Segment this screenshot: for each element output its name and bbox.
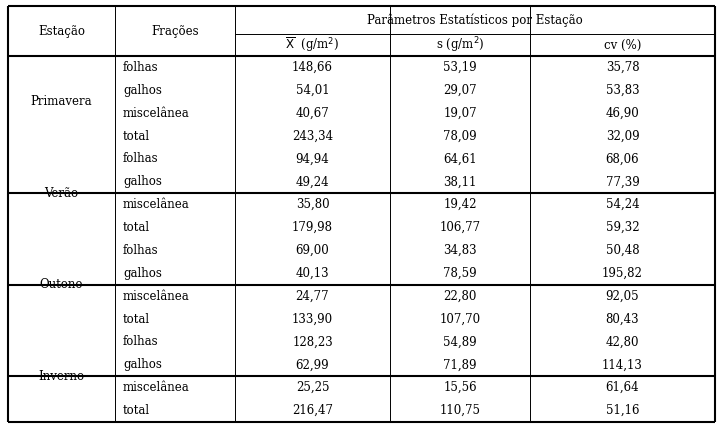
Text: folhas: folhas <box>123 244 158 257</box>
Text: 80,43: 80,43 <box>606 313 639 326</box>
Text: Inverno: Inverno <box>38 370 85 383</box>
Text: galhos: galhos <box>123 267 162 280</box>
Text: 32,09: 32,09 <box>606 130 639 143</box>
Text: 71,89: 71,89 <box>443 358 476 372</box>
Text: miscelânea: miscelânea <box>123 107 189 120</box>
Text: $\overline{\rm X}$  (g/m$^2$): $\overline{\rm X}$ (g/m$^2$) <box>286 35 340 54</box>
Text: Primavera: Primavera <box>30 95 93 108</box>
Text: 54,01: 54,01 <box>296 84 329 97</box>
Text: 35,78: 35,78 <box>606 61 639 74</box>
Text: 69,00: 69,00 <box>296 244 330 257</box>
Text: galhos: galhos <box>123 358 162 372</box>
Text: 54,89: 54,89 <box>443 335 476 349</box>
Text: folhas: folhas <box>123 152 158 165</box>
Text: Parâmetros Estatísticos por Estação: Parâmetros Estatísticos por Estação <box>367 13 583 27</box>
Text: galhos: galhos <box>123 175 162 188</box>
Text: Outono: Outono <box>40 278 83 291</box>
Text: Verão: Verão <box>44 187 79 200</box>
Text: 133,90: 133,90 <box>292 313 333 326</box>
Text: 53,19: 53,19 <box>443 61 476 74</box>
Text: 107,70: 107,70 <box>440 313 481 326</box>
Text: cv (%): cv (%) <box>604 38 641 51</box>
Text: 61,64: 61,64 <box>606 381 639 394</box>
Text: 51,16: 51,16 <box>606 404 639 417</box>
Text: 216,47: 216,47 <box>292 404 333 417</box>
Text: 35,80: 35,80 <box>296 198 329 211</box>
Text: 25,25: 25,25 <box>296 381 329 394</box>
Text: 78,09: 78,09 <box>443 130 476 143</box>
Text: 243,34: 243,34 <box>292 130 333 143</box>
Text: 68,06: 68,06 <box>606 152 639 165</box>
Text: 195,82: 195,82 <box>602 267 643 280</box>
Text: Estação: Estação <box>38 25 85 38</box>
Text: miscelânea: miscelânea <box>123 198 189 211</box>
Text: total: total <box>123 130 150 143</box>
Text: 94,94: 94,94 <box>296 152 330 165</box>
Text: 49,24: 49,24 <box>296 175 329 188</box>
Text: 53,83: 53,83 <box>606 84 639 97</box>
Text: 62,99: 62,99 <box>296 358 329 372</box>
Text: Frações: Frações <box>151 25 199 38</box>
Text: 15,56: 15,56 <box>443 381 476 394</box>
Text: 50,48: 50,48 <box>606 244 639 257</box>
Text: 24,77: 24,77 <box>296 290 329 303</box>
Text: total: total <box>123 313 150 326</box>
Text: 40,67: 40,67 <box>296 107 330 120</box>
Text: 92,05: 92,05 <box>606 290 639 303</box>
Text: 179,98: 179,98 <box>292 221 333 234</box>
Text: miscelânea: miscelânea <box>123 381 189 394</box>
Text: s (g/m$^2$): s (g/m$^2$) <box>436 35 484 55</box>
Text: 128,23: 128,23 <box>292 335 333 349</box>
Text: 19,07: 19,07 <box>443 107 476 120</box>
Text: 106,77: 106,77 <box>440 221 481 234</box>
Text: 110,75: 110,75 <box>440 404 481 417</box>
Text: miscelânea: miscelânea <box>123 290 189 303</box>
Text: total: total <box>123 221 150 234</box>
Text: total: total <box>123 404 150 417</box>
Text: 114,13: 114,13 <box>602 358 643 372</box>
Text: 77,39: 77,39 <box>606 175 639 188</box>
Text: 22,80: 22,80 <box>443 290 476 303</box>
Text: 54,24: 54,24 <box>606 198 639 211</box>
Text: 38,11: 38,11 <box>443 175 476 188</box>
Text: 46,90: 46,90 <box>606 107 639 120</box>
Text: folhas: folhas <box>123 335 158 349</box>
Text: 64,61: 64,61 <box>443 152 476 165</box>
Text: folhas: folhas <box>123 61 158 74</box>
Text: 78,59: 78,59 <box>443 267 476 280</box>
Text: 19,42: 19,42 <box>443 198 476 211</box>
Text: 29,07: 29,07 <box>443 84 476 97</box>
Text: 40,13: 40,13 <box>296 267 329 280</box>
Text: 148,66: 148,66 <box>292 61 333 74</box>
Text: galhos: galhos <box>123 84 162 97</box>
Text: 42,80: 42,80 <box>606 335 639 349</box>
Text: 59,32: 59,32 <box>606 221 639 234</box>
Text: 34,83: 34,83 <box>443 244 476 257</box>
